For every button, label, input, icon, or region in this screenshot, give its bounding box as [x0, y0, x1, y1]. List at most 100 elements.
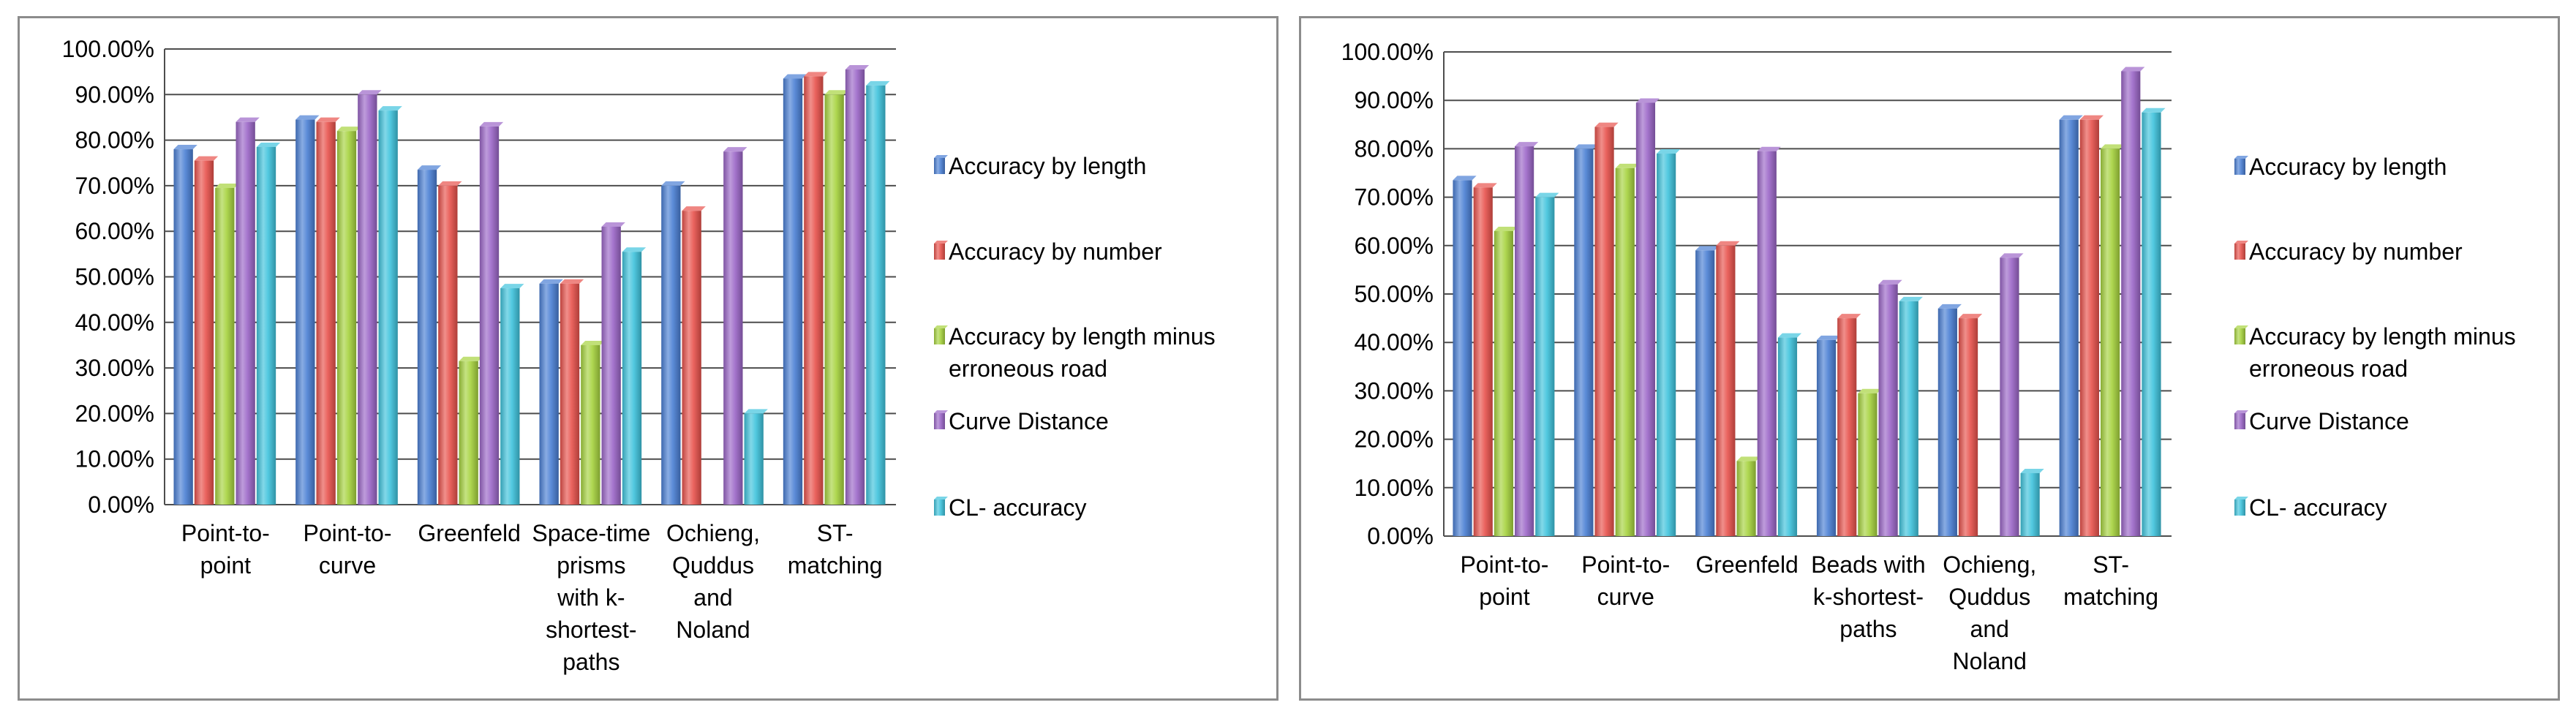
- legend-label: Accuracy by length: [2249, 154, 2447, 180]
- bar: [1515, 142, 1539, 537]
- bar: [194, 156, 219, 505]
- bar: [479, 121, 504, 505]
- x-tick-label: Greenfeld: [418, 520, 521, 546]
- bar: [1816, 335, 1841, 536]
- bar: [459, 356, 483, 505]
- y-tick-label: 70.00%: [1354, 184, 1434, 211]
- x-tick-label: prisms: [557, 552, 625, 579]
- bar: [539, 279, 563, 505]
- y-tick-label: 90.00%: [75, 81, 154, 108]
- chart-panel-left: 0.00% 10.00% 20.00% 30.00% 40.00% 50.00% 60.00…: [18, 16, 1278, 701]
- x-tick-label: and: [693, 584, 732, 611]
- bar: [417, 165, 442, 505]
- bar: [1958, 314, 1983, 536]
- bar: [236, 117, 260, 505]
- y-tick-label: 0.00%: [88, 491, 154, 518]
- bar-chart-right: 0.00% 10.00% 20.00% 30.00% 40.00% 50.00% 60.00…: [1341, 39, 2516, 674]
- bar: [2000, 253, 2024, 536]
- bar: [682, 206, 706, 505]
- bar: [378, 106, 402, 505]
- bar: [1535, 192, 1559, 536]
- bar: [661, 181, 685, 505]
- y-tick-label: 90.00%: [1354, 87, 1434, 113]
- bar: [1695, 246, 1720, 536]
- legend-swatch: [934, 158, 945, 174]
- y-tick-label: 80.00%: [75, 127, 154, 154]
- legend-entry: Accuracy by length: [934, 153, 1146, 179]
- bar: [866, 80, 890, 505]
- x-tick-label: with k-: [557, 584, 625, 611]
- y-tick-label: 60.00%: [1354, 233, 1434, 259]
- y-tick-label: 50.00%: [75, 264, 154, 290]
- bar: [601, 222, 625, 505]
- x-tick-label: Point-to-: [181, 520, 270, 546]
- x-tick-label: matching: [788, 552, 883, 579]
- legend-swatch: [934, 328, 945, 344]
- x-tick-label: shortest-: [546, 617, 636, 643]
- bar: [1937, 304, 1962, 536]
- x-tick-label: point: [1479, 584, 1530, 610]
- bar: [622, 247, 647, 505]
- bar: [1777, 333, 1802, 536]
- bar: [1453, 176, 1477, 536]
- legend-label: CL- accuracy: [949, 494, 1087, 521]
- legend-swatch: [934, 500, 945, 516]
- legend-swatch: [2234, 413, 2245, 429]
- legend-swatch: [2234, 159, 2245, 175]
- legend-label: Accuracy by length: [949, 153, 1146, 179]
- bar: [1494, 226, 1518, 536]
- x-tick-label: Point-to-: [1581, 551, 1670, 578]
- x-tick-label: Greenfeld: [1695, 551, 1799, 578]
- y-tick-label: 60.00%: [75, 218, 154, 244]
- bar: [1473, 183, 1497, 536]
- legend-swatch: [934, 413, 945, 429]
- bar: [1635, 98, 1660, 536]
- bar: [824, 90, 848, 505]
- x-tick-label: curve: [1597, 584, 1654, 610]
- x-tick-label: Noland: [676, 617, 750, 643]
- y-tick-label: 40.00%: [1354, 329, 1434, 355]
- bar: [1716, 241, 1740, 536]
- legend-label: Curve Distance: [949, 408, 1109, 434]
- bar: [2100, 144, 2125, 536]
- legend-label: CL- accuracy: [2249, 494, 2387, 521]
- bar: [1615, 163, 1639, 536]
- chart-panel-right: 0.00% 10.00% 20.00% 30.00% 40.00% 50.00% 60.00…: [1299, 16, 2560, 701]
- y-tick-label: 20.00%: [75, 400, 154, 426]
- x-tick-label: Point-to-: [1460, 551, 1548, 578]
- legend-swatch: [2234, 328, 2245, 344]
- bar: [1899, 296, 1923, 536]
- legend-label: Accuracy by length minus: [2249, 323, 2516, 350]
- bar: [2142, 108, 2166, 536]
- x-tick-label: k-shortest-: [1813, 584, 1924, 610]
- x-tick-label: Point-to-: [304, 520, 392, 546]
- legend-label: Accuracy by number: [2249, 238, 2463, 265]
- y-tick-label: 30.00%: [75, 355, 154, 381]
- legend-label: Curve Distance: [2249, 408, 2409, 434]
- x-tick-label: and: [1970, 616, 2009, 642]
- x-tick-label: Quddus: [1948, 584, 2030, 610]
- bar: [500, 284, 524, 505]
- bar-chart-left: 0.00% 10.00% 20.00% 30.00% 40.00% 50.00% 60.00…: [62, 36, 1216, 675]
- x-tick-label: Noland: [1953, 648, 2027, 674]
- bar: [358, 90, 382, 505]
- bar: [581, 340, 605, 505]
- bar: [2059, 115, 2083, 536]
- x-tick-label: ST-: [817, 520, 854, 546]
- x-tick-label: point: [200, 552, 252, 579]
- bar: [804, 72, 828, 505]
- bar: [1878, 279, 1902, 536]
- legend-entry: Curve Distance: [2234, 408, 2409, 434]
- bar: [256, 142, 281, 505]
- x-tick-label: paths: [1839, 616, 1897, 642]
- x-tick-label: Ochieng,: [1943, 551, 2036, 578]
- bar: [336, 127, 361, 505]
- bar: [438, 181, 462, 505]
- bar: [295, 115, 320, 505]
- bar: [215, 184, 239, 505]
- y-tick-label: 30.00%: [1354, 377, 1434, 404]
- x-tick-label: Space-time: [532, 520, 650, 546]
- y-tick-label: 70.00%: [75, 173, 154, 199]
- legend-entry: Accuracy by length minus erroneous road: [2234, 323, 2516, 382]
- x-tick-label: Ochieng,: [666, 520, 760, 546]
